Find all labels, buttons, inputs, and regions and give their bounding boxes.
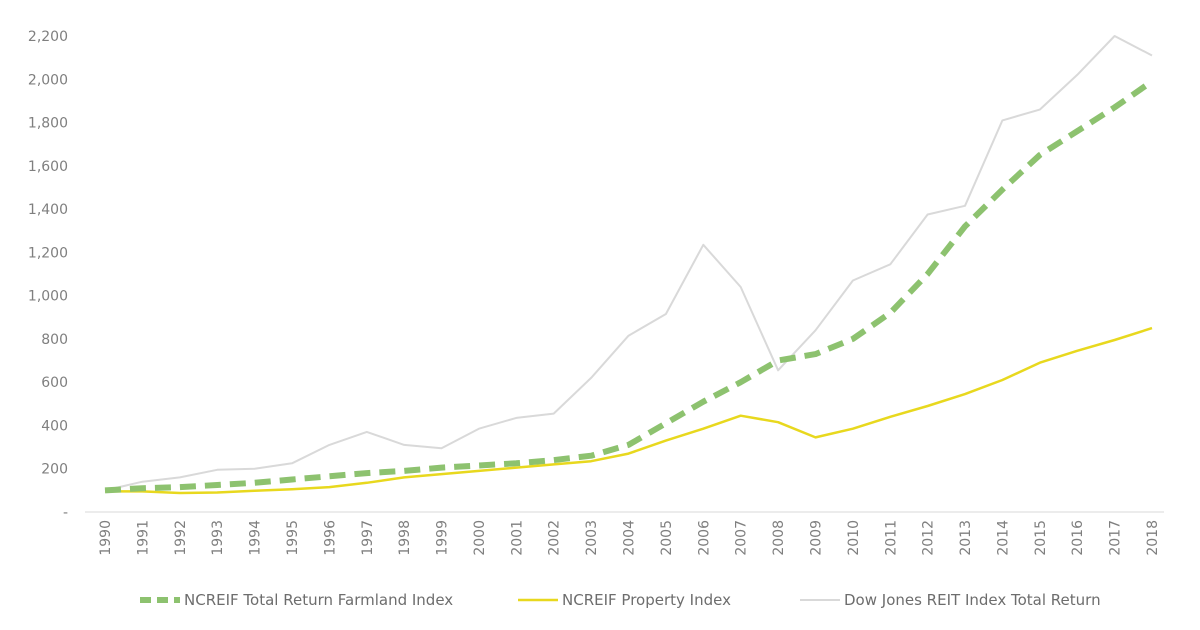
legend-label-0: NCREIF Total Return Farmland Index bbox=[184, 591, 453, 609]
x-tick-label: 1999 bbox=[435, 520, 451, 556]
x-tick-label: 2016 bbox=[1070, 520, 1086, 556]
x-tick-label: 1993 bbox=[210, 520, 226, 556]
y-tick-label: 200 bbox=[41, 462, 68, 478]
x-tick-label: 1990 bbox=[98, 520, 114, 556]
x-axis: 1990 1991 1992 1993 1994 1995 1996 1997 1998 1999… bbox=[98, 520, 1161, 556]
x-tick-label: 2014 bbox=[995, 520, 1011, 556]
x-tick-label: 2003 bbox=[584, 520, 600, 556]
x-tick-label: 2004 bbox=[622, 520, 638, 556]
x-tick-label: 1994 bbox=[248, 520, 264, 556]
x-tick-label: 2013 bbox=[958, 520, 974, 556]
x-tick-label: 2008 bbox=[771, 520, 787, 556]
x-tick-label: 2018 bbox=[1145, 520, 1161, 556]
y-tick-label: 2,000 bbox=[28, 72, 68, 88]
x-tick-label: 2005 bbox=[659, 520, 675, 556]
series-line-1 bbox=[105, 326, 1153, 495]
y-tick-label: 800 bbox=[41, 332, 68, 348]
x-tick-label: 2001 bbox=[509, 520, 525, 556]
x-tick-label: 2006 bbox=[696, 520, 712, 556]
x-tick-label: 1997 bbox=[360, 520, 376, 556]
x-tick-label: 2002 bbox=[547, 520, 563, 556]
y-tick-label: 1,200 bbox=[28, 245, 68, 261]
x-tick-label: 1992 bbox=[173, 520, 189, 556]
x-tick-label: 2015 bbox=[1033, 520, 1049, 556]
y-axis: - 200 400 600 800 1,000 1,200 1,400 1,600 1,800 2,… bbox=[28, 29, 68, 521]
legend-label-1: NCREIF Property Index bbox=[562, 591, 731, 609]
series-line-2 bbox=[104, 35, 1153, 492]
x-tick-label: 2017 bbox=[1108, 520, 1124, 556]
x-tick-label: 2009 bbox=[808, 520, 824, 556]
x-tick-label: 2000 bbox=[472, 520, 488, 556]
x-tick-label: 1991 bbox=[135, 520, 151, 556]
x-tick-label: 1995 bbox=[285, 520, 301, 556]
legend: NCREIF Total Return Farmland Index NCREIF… bbox=[140, 591, 1101, 609]
x-tick-label: 2011 bbox=[883, 520, 899, 556]
x-tick-label: 1996 bbox=[322, 520, 338, 556]
y-tick-label: - bbox=[63, 505, 68, 521]
y-tick-label: 1,000 bbox=[28, 289, 68, 305]
series-line-0 bbox=[104, 78, 1154, 494]
y-tick-label: 2,200 bbox=[28, 29, 68, 45]
y-tick-label: 400 bbox=[41, 418, 68, 434]
y-tick-label: 1,400 bbox=[28, 202, 68, 218]
x-tick-label: 2010 bbox=[846, 520, 862, 556]
x-tick-label: 2007 bbox=[734, 520, 750, 556]
y-tick-label: 600 bbox=[41, 375, 68, 391]
plot-area bbox=[104, 35, 1154, 495]
x-tick-label: 2012 bbox=[921, 520, 937, 556]
y-tick-label: 1,800 bbox=[28, 116, 68, 132]
y-tick-label: 1,600 bbox=[28, 159, 68, 175]
x-tick-label: 1998 bbox=[397, 520, 413, 556]
legend-label-2: Dow Jones REIT Index Total Return bbox=[844, 591, 1101, 609]
